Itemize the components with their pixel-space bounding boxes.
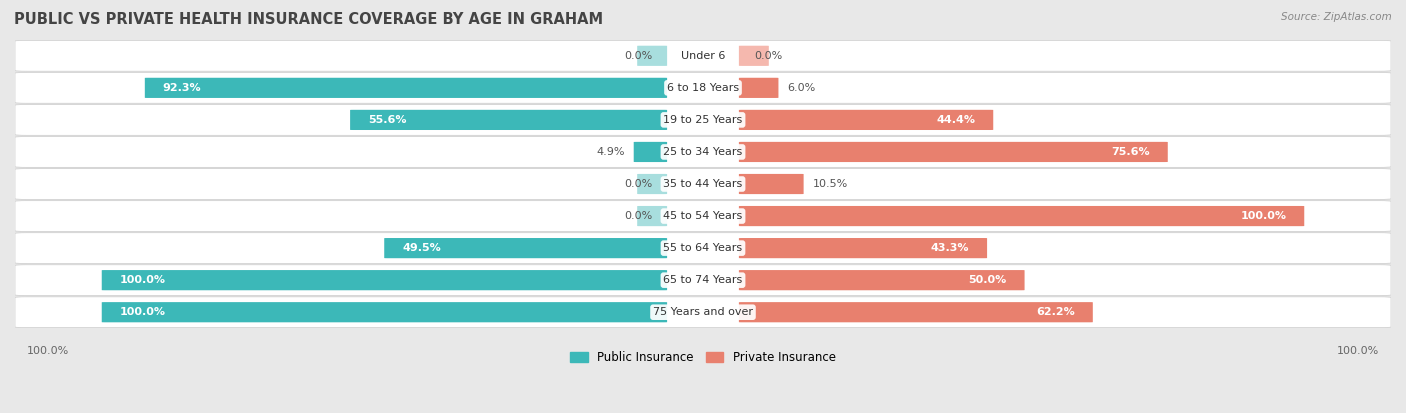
FancyBboxPatch shape <box>15 297 1391 328</box>
Text: 100.0%: 100.0% <box>120 307 166 317</box>
Text: 0.0%: 0.0% <box>624 179 652 189</box>
FancyBboxPatch shape <box>740 174 804 194</box>
Text: 19 to 25 Years: 19 to 25 Years <box>664 115 742 125</box>
FancyBboxPatch shape <box>740 238 987 258</box>
Text: 100.0%: 100.0% <box>27 346 69 356</box>
FancyBboxPatch shape <box>740 302 1092 322</box>
Text: 75.6%: 75.6% <box>1111 147 1150 157</box>
Text: 0.0%: 0.0% <box>754 51 782 61</box>
FancyBboxPatch shape <box>15 104 1391 135</box>
Text: 6.0%: 6.0% <box>787 83 815 93</box>
Text: 75 Years and over: 75 Years and over <box>652 307 754 317</box>
FancyBboxPatch shape <box>101 302 666 322</box>
FancyBboxPatch shape <box>350 110 666 130</box>
Text: 62.2%: 62.2% <box>1036 307 1074 317</box>
Text: 55.6%: 55.6% <box>368 115 406 125</box>
FancyBboxPatch shape <box>15 233 1391 263</box>
Text: 0.0%: 0.0% <box>624 211 652 221</box>
Text: 92.3%: 92.3% <box>163 83 201 93</box>
FancyBboxPatch shape <box>634 142 666 162</box>
Text: 50.0%: 50.0% <box>969 275 1007 285</box>
Text: 55 to 64 Years: 55 to 64 Years <box>664 243 742 253</box>
Text: 49.5%: 49.5% <box>402 243 441 253</box>
FancyBboxPatch shape <box>15 169 1391 199</box>
Text: 100.0%: 100.0% <box>1240 211 1286 221</box>
FancyBboxPatch shape <box>15 137 1391 167</box>
FancyBboxPatch shape <box>384 238 666 258</box>
Text: 100.0%: 100.0% <box>1337 346 1379 356</box>
FancyBboxPatch shape <box>740 142 1168 162</box>
FancyBboxPatch shape <box>637 46 666 66</box>
FancyBboxPatch shape <box>740 78 779 98</box>
Text: 45 to 54 Years: 45 to 54 Years <box>664 211 742 221</box>
Text: 65 to 74 Years: 65 to 74 Years <box>664 275 742 285</box>
Text: Source: ZipAtlas.com: Source: ZipAtlas.com <box>1281 12 1392 22</box>
FancyBboxPatch shape <box>15 201 1391 231</box>
FancyBboxPatch shape <box>637 174 666 194</box>
FancyBboxPatch shape <box>740 46 769 66</box>
FancyBboxPatch shape <box>145 78 666 98</box>
Text: 10.5%: 10.5% <box>813 179 848 189</box>
Text: 44.4%: 44.4% <box>936 115 976 125</box>
FancyBboxPatch shape <box>15 265 1391 296</box>
FancyBboxPatch shape <box>740 110 993 130</box>
FancyBboxPatch shape <box>740 270 1025 290</box>
Text: 0.0%: 0.0% <box>624 51 652 61</box>
Text: 25 to 34 Years: 25 to 34 Years <box>664 147 742 157</box>
FancyBboxPatch shape <box>15 40 1391 71</box>
Text: PUBLIC VS PRIVATE HEALTH INSURANCE COVERAGE BY AGE IN GRAHAM: PUBLIC VS PRIVATE HEALTH INSURANCE COVER… <box>14 12 603 27</box>
Legend: Public Insurance, Private Insurance: Public Insurance, Private Insurance <box>565 346 841 368</box>
FancyBboxPatch shape <box>637 206 666 226</box>
Text: 4.9%: 4.9% <box>596 147 624 157</box>
Text: 43.3%: 43.3% <box>931 243 969 253</box>
FancyBboxPatch shape <box>740 206 1305 226</box>
FancyBboxPatch shape <box>101 270 666 290</box>
Text: Under 6: Under 6 <box>681 51 725 61</box>
Text: 100.0%: 100.0% <box>120 275 166 285</box>
Text: 35 to 44 Years: 35 to 44 Years <box>664 179 742 189</box>
FancyBboxPatch shape <box>15 72 1391 103</box>
Text: 6 to 18 Years: 6 to 18 Years <box>666 83 740 93</box>
